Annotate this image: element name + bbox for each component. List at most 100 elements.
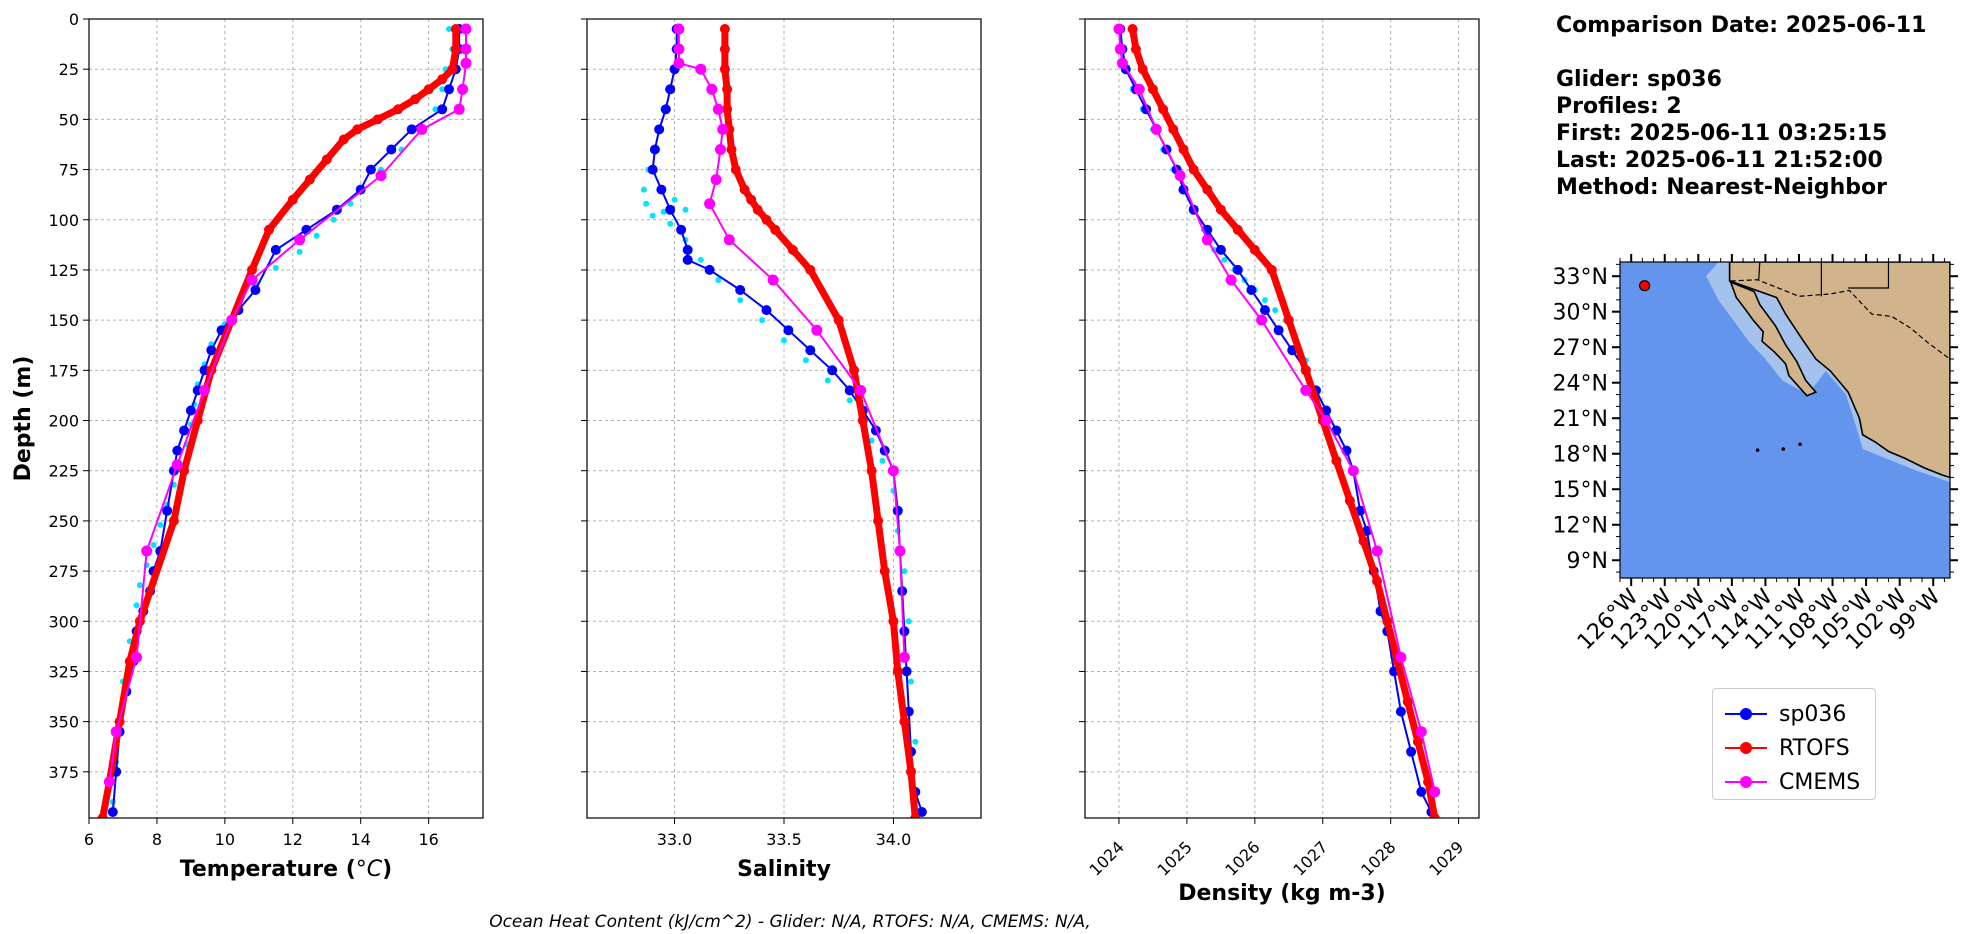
x-axis-label: Temperature (°C) bbox=[180, 857, 392, 882]
data-point-sp036 bbox=[892, 505, 903, 516]
data-point-cmems bbox=[695, 63, 707, 75]
data-point-cmems bbox=[199, 384, 210, 396]
data-point-glider_raw bbox=[1221, 256, 1228, 263]
plot-area bbox=[97, 23, 472, 818]
series-line-cmems bbox=[677, 28, 906, 659]
data-point-cmems bbox=[1395, 651, 1407, 663]
legend-label-sp036: sp036 bbox=[1779, 701, 1847, 727]
series-line-rtofs bbox=[721, 25, 919, 818]
data-point-sp036 bbox=[406, 124, 417, 135]
data-point-rtofs bbox=[857, 415, 868, 426]
data-point-rtofs bbox=[1127, 24, 1138, 34]
data-point-cmems bbox=[712, 103, 724, 115]
data-point-sp036 bbox=[654, 124, 665, 135]
data-point-rtofs bbox=[1249, 244, 1260, 255]
data-point-rtofs bbox=[1423, 776, 1434, 787]
data-point-glider_raw bbox=[660, 208, 667, 215]
data-point-rtofs bbox=[1283, 315, 1294, 326]
comparison-date: Comparison Date: 2025-06-11 bbox=[1556, 13, 1927, 38]
y-tick-label: 375 bbox=[48, 763, 79, 782]
data-point-cmems bbox=[894, 545, 906, 557]
data-point-cmems bbox=[887, 465, 899, 477]
map-area bbox=[1620, 262, 1950, 578]
data-point-rtofs bbox=[879, 566, 890, 577]
data-point-sp036 bbox=[1416, 786, 1427, 797]
lat-label: 12°N bbox=[1553, 514, 1608, 539]
y-tick-label: 225 bbox=[48, 462, 79, 481]
y-tick-label: 275 bbox=[48, 562, 79, 581]
data-point-rtofs bbox=[1147, 84, 1158, 95]
legend-item-rtofs: RTOFS bbox=[1721, 735, 1850, 761]
data-point-rtofs bbox=[730, 164, 741, 175]
data-point-cmems bbox=[110, 726, 122, 738]
series-line-cmems bbox=[108, 28, 467, 783]
data-point-rtofs bbox=[1130, 44, 1141, 55]
data-point-cmems bbox=[460, 57, 472, 69]
data-point-sp036 bbox=[916, 807, 927, 817]
data-point-glider_raw bbox=[150, 542, 157, 548]
data-point-cmems bbox=[131, 651, 143, 663]
lat-label: 30°N bbox=[1553, 301, 1608, 326]
data-point-cmems bbox=[460, 43, 472, 55]
data-point-rtofs bbox=[393, 104, 404, 115]
data-point-glider_raw bbox=[439, 86, 446, 93]
data-point-rtofs bbox=[423, 84, 434, 95]
data-point-rtofs bbox=[910, 813, 921, 818]
data-point-cmems bbox=[1174, 170, 1186, 182]
data-point-cmems bbox=[103, 776, 115, 788]
series-cmems bbox=[673, 23, 910, 663]
data-point-rtofs bbox=[1382, 616, 1393, 627]
data-point-rtofs bbox=[1331, 455, 1342, 466]
data-point-cmems bbox=[710, 174, 722, 186]
data-point-rtofs bbox=[752, 204, 763, 215]
data-point-glider_raw bbox=[908, 678, 914, 685]
island bbox=[1755, 448, 1760, 452]
data-point-cmems bbox=[1300, 384, 1312, 396]
data-point-glider_raw bbox=[136, 582, 143, 589]
data-point-sp036 bbox=[647, 164, 658, 175]
data-point-rtofs bbox=[1215, 204, 1226, 215]
data-point-cmems bbox=[811, 324, 823, 336]
data-point-glider_raw bbox=[649, 212, 656, 219]
data-point-cmems bbox=[1347, 465, 1359, 477]
data-point-rtofs bbox=[168, 515, 179, 526]
lat-label: 18°N bbox=[1553, 443, 1608, 468]
data-point-sp036 bbox=[783, 325, 794, 336]
data-point-glider_raw bbox=[697, 256, 704, 263]
data-point-rtofs bbox=[906, 766, 916, 777]
data-point-sp036 bbox=[665, 204, 676, 215]
data-point-rtofs bbox=[719, 44, 730, 55]
x-tick-label: 1028 bbox=[1357, 837, 1399, 879]
data-point-cmems bbox=[1225, 274, 1237, 286]
data-point-glider_raw bbox=[1272, 307, 1279, 314]
map-frame bbox=[1619, 261, 1951, 579]
data-point-rtofs bbox=[97, 813, 108, 818]
data-point-rtofs bbox=[264, 224, 274, 235]
data-point-rtofs bbox=[726, 144, 737, 155]
lat-label: 33°N bbox=[1553, 265, 1608, 290]
y-tick-label: 325 bbox=[48, 662, 79, 681]
data-point-sp036 bbox=[365, 164, 376, 175]
data-point-glider_raw bbox=[824, 377, 831, 384]
data-point-sp036 bbox=[172, 445, 183, 456]
data-point-cmems bbox=[855, 384, 867, 396]
data-point-rtofs bbox=[746, 194, 757, 205]
data-point-rtofs bbox=[722, 104, 733, 115]
data-point-rtofs bbox=[770, 224, 781, 235]
data-point-cmems bbox=[704, 198, 716, 210]
data-point-cmems bbox=[1429, 786, 1441, 798]
data-point-rtofs bbox=[849, 365, 859, 376]
data-point-rtofs bbox=[1202, 184, 1213, 195]
data-point-sp036 bbox=[844, 385, 855, 396]
country-border bbox=[1730, 279, 1950, 360]
data-point-sp036 bbox=[1246, 285, 1257, 295]
data-point-sp036 bbox=[107, 807, 118, 817]
data-point-rtofs bbox=[1137, 64, 1148, 75]
series-cmems bbox=[1113, 23, 1441, 798]
data-point-glider_raw bbox=[296, 248, 303, 255]
data-point-rtofs bbox=[1412, 736, 1423, 747]
data-point-rtofs bbox=[287, 194, 298, 205]
y-tick-label: 300 bbox=[48, 612, 79, 631]
x-tick-label: 14 bbox=[351, 830, 371, 849]
data-point-cmems bbox=[1150, 123, 1162, 135]
